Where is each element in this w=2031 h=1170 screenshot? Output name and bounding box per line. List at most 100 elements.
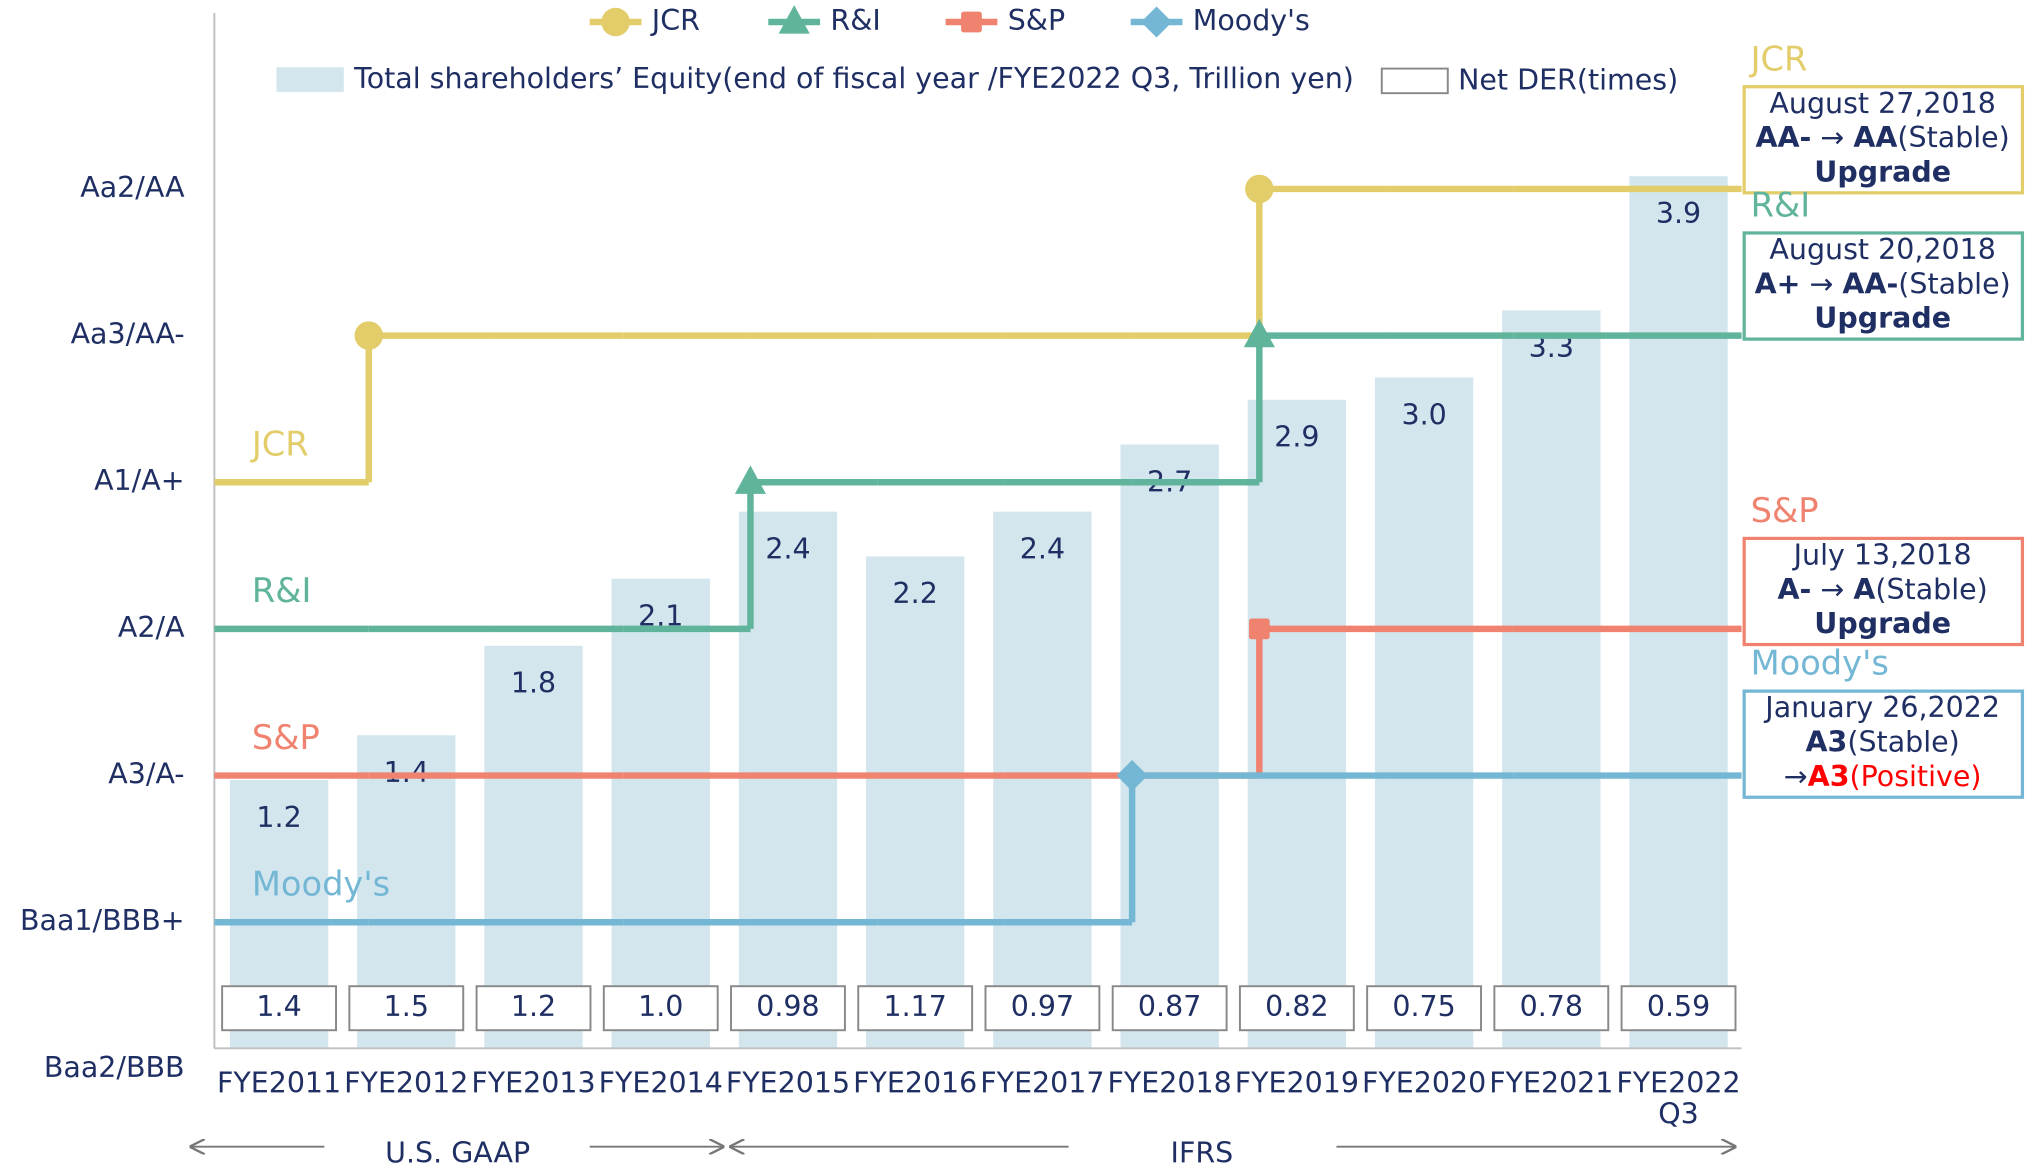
bar-value-label: 2.4 (765, 532, 810, 565)
der-box (1238, 985, 1355, 1032)
line-label: JCR (250, 425, 309, 464)
y-tick-label: Baa2/BBB (44, 1051, 185, 1084)
x-tick-label: FYE2018 (1108, 1067, 1232, 1100)
x-tick-label: FYE2013 (471, 1067, 595, 1100)
bar (1374, 377, 1474, 1049)
rating-marker (1116, 760, 1148, 792)
annotation-line: July 13,2018 (1792, 539, 1972, 572)
annotation-box (1742, 689, 2025, 799)
annotation-text: Upgrade (1814, 607, 1951, 640)
annotation-line: August 20,2018 (1769, 233, 1995, 266)
annotation-line: A3(Stable) (1806, 726, 1960, 759)
der-label: 0.75 (1392, 990, 1455, 1023)
legend-label: S&P (1008, 4, 1065, 37)
rating-marker (354, 321, 384, 350)
annotation-text: A3 (1806, 726, 1848, 759)
rating-marker (734, 465, 766, 494)
bar (993, 511, 1092, 1049)
annotation-text: A- (1778, 573, 1812, 606)
annotation-line: A- → A(Stable) (1778, 573, 1988, 606)
region-label: U.S. GAAP (385, 1136, 530, 1169)
rating-marker (1245, 174, 1274, 204)
annotation-line: August 27,2018 (1769, 87, 1995, 120)
legend-label: Net DER(times) (1458, 64, 1678, 97)
annotation-text: → (1800, 267, 1842, 300)
der-label: 1.5 (384, 990, 429, 1023)
region-label: IFRS (1171, 1136, 1234, 1169)
der-label: 1.2 (511, 990, 556, 1023)
x-tick-label: FYE2012 (344, 1067, 468, 1100)
bar-value-label: 2.9 (1274, 421, 1319, 454)
der-box (221, 985, 337, 1032)
annotation-heading: Moody's (1751, 644, 1889, 683)
annotation-heading: JCR (1749, 39, 1808, 78)
x-tick-label: FYE2017 (980, 1067, 1104, 1100)
annotation-text: A+ (1755, 267, 1801, 300)
der-box (730, 985, 846, 1032)
annotation-text: January 26,2022 (1763, 691, 2000, 724)
der-label: 0.87 (1138, 990, 1201, 1023)
annotation-line: January 26,2022 (1763, 691, 2000, 724)
bar (484, 645, 583, 1049)
bar (866, 556, 965, 1049)
line-label: Moody's (252, 864, 390, 903)
bar (1629, 176, 1728, 1049)
bar (1120, 444, 1219, 1049)
annotation-text: AA (1853, 121, 1897, 154)
line-label: R&I (252, 571, 312, 610)
annotation-text: → (1811, 573, 1853, 606)
annotation-heading: R&I (1751, 186, 1811, 225)
bar-value-label: 1.8 (511, 667, 556, 700)
der-box (602, 985, 719, 1032)
der-label: 1.17 (884, 990, 947, 1023)
annotation-text: August 20,2018 (1769, 233, 1995, 266)
x-tick-label: FYE2022 Q3 (1616, 1067, 1740, 1131)
annotation-text: Upgrade (1814, 302, 1951, 335)
y-tick-label: A3/A- (108, 758, 184, 791)
annotation-text: → (1784, 760, 1808, 793)
x-tick-label: FYE2019 (1235, 1067, 1359, 1100)
rating-marker (778, 5, 810, 34)
annotation-line: Upgrade (1814, 607, 1951, 640)
der-box (1620, 985, 1737, 1032)
rating-marker (1248, 618, 1270, 640)
der-label: 0.97 (1011, 990, 1074, 1023)
der-box (348, 985, 465, 1032)
annotation-text: (Stable) (1875, 573, 1987, 606)
bar-value-label: 3.9 (1656, 197, 1701, 230)
annotation-text: (Stable) (1897, 121, 2009, 154)
annotation-line: Upgrade (1814, 155, 1951, 188)
annotation-text: A (1853, 573, 1875, 606)
der-box (1366, 985, 1483, 1032)
legend-label: Moody's (1193, 4, 1310, 37)
der-box (1111, 985, 1228, 1032)
x-tick-label: FYE2014 (599, 1067, 723, 1100)
annotation-text: A3 (1808, 760, 1850, 793)
bar-value-label: 2.2 (893, 577, 938, 610)
annotation-box (1742, 85, 2025, 195)
y-tick-label: Aa2/AA (80, 171, 185, 204)
bar-value-label: 2.4 (1020, 532, 1065, 565)
annotation-text: → (1811, 121, 1853, 154)
x-tick-label: FYE2011 (217, 1067, 341, 1100)
annotation-heading: S&P (1751, 491, 1819, 530)
x-tick-label: FYE2016 (853, 1067, 977, 1100)
annotation-text: August 27,2018 (1769, 87, 1995, 120)
annotation-box (1742, 536, 2025, 647)
legend-swatch (276, 67, 344, 92)
annotation-text: AA- (1842, 267, 1898, 300)
line-label: S&P (252, 718, 320, 757)
legend-swatch (1380, 67, 1449, 95)
bar (1502, 310, 1601, 1049)
annotation-line: A+ → AA-(Stable) (1755, 267, 2011, 300)
der-box (1493, 985, 1610, 1032)
rating-marker (1243, 318, 1275, 348)
annotation-text: (Stable) (1898, 267, 2010, 300)
der-label: 0.98 (756, 990, 819, 1023)
rating-marker (601, 7, 630, 37)
der-box (984, 985, 1101, 1032)
der-label: 1.4 (256, 990, 301, 1023)
x-tick-label: FYE2015 (726, 1067, 850, 1100)
